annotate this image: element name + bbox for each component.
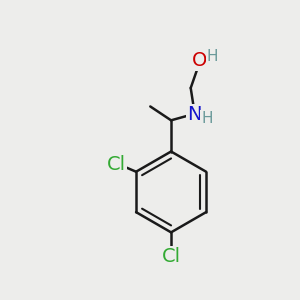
Text: O: O <box>192 51 208 70</box>
Text: N: N <box>187 105 201 124</box>
Text: H: H <box>201 111 213 126</box>
Text: Cl: Cl <box>161 247 181 266</box>
Text: H: H <box>207 49 218 64</box>
Text: Cl: Cl <box>107 155 126 174</box>
